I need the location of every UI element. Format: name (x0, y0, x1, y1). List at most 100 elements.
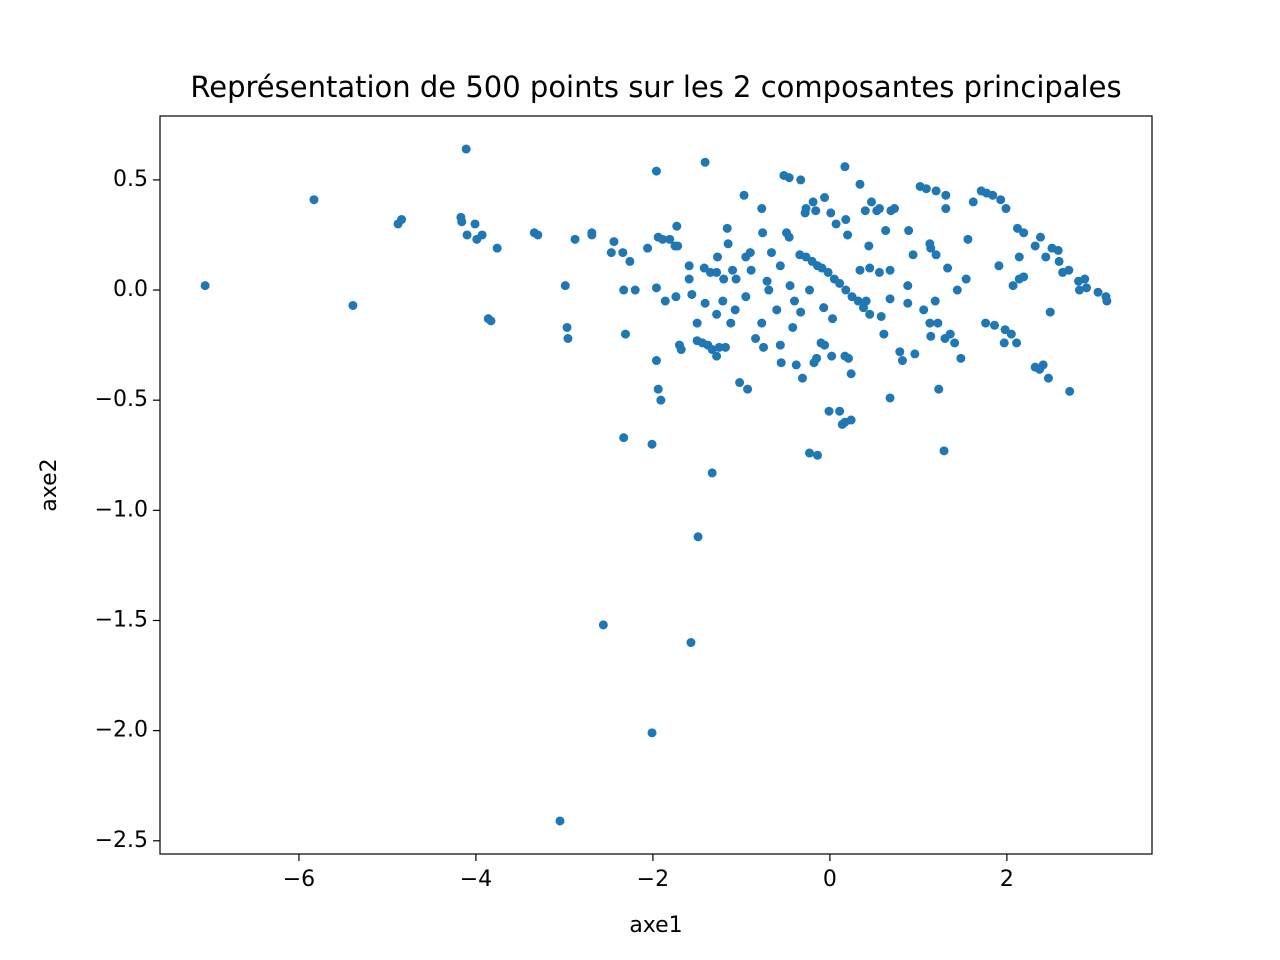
point (835, 278, 845, 288)
point (693, 532, 703, 542)
point (999, 338, 1009, 348)
point (864, 241, 874, 251)
point (643, 243, 653, 253)
point (776, 358, 786, 368)
point (651, 283, 661, 293)
point (968, 197, 978, 207)
point (897, 356, 907, 366)
point (647, 439, 657, 449)
point (950, 338, 960, 348)
point (728, 265, 738, 275)
y-tick-label: 0.5 (113, 167, 148, 192)
point (746, 265, 756, 275)
point (784, 173, 794, 183)
point (823, 267, 833, 277)
point (934, 384, 944, 394)
y-tick-label: −2.0 (95, 718, 148, 743)
point (881, 226, 891, 236)
point (1014, 252, 1024, 262)
point (1074, 285, 1084, 295)
point (563, 334, 573, 344)
point (1064, 265, 1074, 275)
point (751, 334, 761, 344)
point (705, 267, 715, 277)
point (1065, 386, 1075, 396)
point (665, 234, 675, 244)
point (805, 285, 815, 295)
point (840, 162, 850, 172)
point (714, 342, 724, 352)
point (625, 256, 635, 266)
point (841, 215, 851, 225)
point (788, 322, 798, 332)
point (757, 204, 767, 214)
point (808, 197, 818, 207)
axes-frame (159, 115, 1153, 855)
point (908, 250, 918, 260)
point (486, 316, 496, 326)
point (348, 300, 358, 310)
point (722, 223, 732, 233)
plot-area (200, 144, 1112, 826)
point (672, 221, 682, 231)
point (598, 620, 608, 630)
point (796, 175, 806, 185)
point (684, 274, 694, 284)
point (801, 204, 811, 214)
point (200, 281, 210, 291)
point (1093, 287, 1103, 297)
y-tick-label: −0.5 (95, 387, 148, 412)
point (712, 351, 722, 361)
point (879, 329, 889, 339)
point (859, 303, 869, 313)
point (841, 285, 851, 295)
point (739, 190, 749, 200)
point (647, 728, 657, 738)
point (686, 638, 696, 648)
point (827, 351, 837, 361)
point (1001, 204, 1011, 214)
point (812, 353, 822, 363)
point (762, 276, 772, 286)
y-axis-label: axe2 (37, 458, 62, 511)
y-tick-label: −1.0 (95, 497, 148, 522)
point (618, 248, 628, 258)
point (812, 450, 822, 460)
point (619, 433, 629, 443)
point (1082, 283, 1092, 293)
point (943, 263, 953, 273)
point (731, 274, 741, 284)
point (1038, 360, 1048, 370)
x-tick-label: −4 (460, 867, 492, 892)
point (1053, 245, 1063, 255)
point (684, 261, 694, 271)
point (766, 248, 776, 258)
point (981, 318, 991, 328)
point (945, 329, 955, 339)
point (470, 219, 480, 229)
point (1043, 373, 1053, 383)
point (885, 294, 895, 304)
point (963, 234, 973, 244)
point (1019, 228, 1029, 238)
y-tick-label: −2.5 (95, 828, 148, 853)
point (653, 384, 663, 394)
y-tick-label: −1.5 (95, 607, 148, 632)
point (1012, 338, 1022, 348)
point (843, 353, 853, 363)
point (570, 234, 580, 244)
point (921, 184, 931, 194)
point (462, 230, 472, 240)
point (843, 230, 853, 240)
point (805, 448, 815, 458)
point (789, 296, 799, 306)
point (931, 186, 941, 196)
point (700, 298, 710, 308)
point (764, 285, 774, 295)
point (874, 204, 884, 214)
point (866, 197, 876, 207)
point (826, 208, 836, 218)
point (989, 320, 999, 330)
